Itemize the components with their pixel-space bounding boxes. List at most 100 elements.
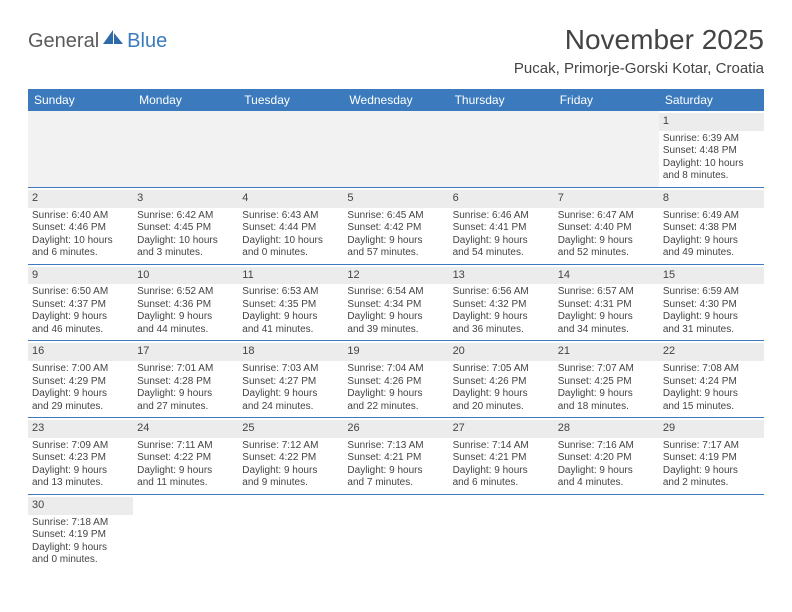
day1-text: Daylight: 9 hours [663,235,760,248]
weekday-header: Thursday [449,89,554,111]
day-number: 25 [238,420,343,438]
day-cell [133,111,238,187]
day1-text: Daylight: 9 hours [453,465,550,478]
day2-text: and 41 minutes. [242,324,339,337]
day1-text: Daylight: 9 hours [558,235,655,248]
day-cell: 1Sunrise: 6:39 AMSunset: 4:48 PMDaylight… [659,111,764,187]
day1-text: Daylight: 9 hours [137,311,234,324]
weekday-header: Friday [554,89,659,111]
day-cell: 28Sunrise: 7:16 AMSunset: 4:20 PMDayligh… [554,418,659,494]
sunset-text: Sunset: 4:22 PM [242,452,339,465]
week-row: 16Sunrise: 7:00 AMSunset: 4:29 PMDayligh… [28,341,764,418]
sunrise-text: Sunrise: 6:52 AM [137,286,234,299]
sunset-text: Sunset: 4:25 PM [558,376,655,389]
day-number: 30 [28,497,133,515]
day-number: 5 [343,190,448,208]
day-cell [343,111,448,187]
week-row: 2Sunrise: 6:40 AMSunset: 4:46 PMDaylight… [28,188,764,265]
day-cell: 26Sunrise: 7:13 AMSunset: 4:21 PMDayligh… [343,418,448,494]
day2-text: and 15 minutes. [663,401,760,414]
day-cell: 20Sunrise: 7:05 AMSunset: 4:26 PMDayligh… [449,341,554,417]
logo: General Blue [28,30,167,53]
day-cell [343,495,448,571]
day-cell: 16Sunrise: 7:00 AMSunset: 4:29 PMDayligh… [28,341,133,417]
day-number: 2 [28,190,133,208]
day1-text: Daylight: 9 hours [32,542,129,555]
sunrise-text: Sunrise: 7:01 AM [137,363,234,376]
weekday-header: Wednesday [343,89,448,111]
day-cell: 19Sunrise: 7:04 AMSunset: 4:26 PMDayligh… [343,341,448,417]
day-cell: 18Sunrise: 7:03 AMSunset: 4:27 PMDayligh… [238,341,343,417]
sunrise-text: Sunrise: 7:11 AM [137,440,234,453]
sunrise-text: Sunrise: 7:17 AM [663,440,760,453]
day-cell [133,495,238,571]
day-cell: 30Sunrise: 7:18 AMSunset: 4:19 PMDayligh… [28,495,133,571]
day-cell: 27Sunrise: 7:14 AMSunset: 4:21 PMDayligh… [449,418,554,494]
day2-text: and 2 minutes. [663,477,760,490]
sunrise-text: Sunrise: 6:43 AM [242,210,339,223]
sunset-text: Sunset: 4:36 PM [137,299,234,312]
day1-text: Daylight: 9 hours [242,311,339,324]
sunrise-text: Sunrise: 6:45 AM [347,210,444,223]
day-cell: 23Sunrise: 7:09 AMSunset: 4:23 PMDayligh… [28,418,133,494]
sunset-text: Sunset: 4:30 PM [663,299,760,312]
day1-text: Daylight: 9 hours [137,465,234,478]
sunrise-text: Sunrise: 7:05 AM [453,363,550,376]
day2-text: and 31 minutes. [663,324,760,337]
day-number: 27 [449,420,554,438]
sunset-text: Sunset: 4:28 PM [137,376,234,389]
sunrise-text: Sunrise: 7:03 AM [242,363,339,376]
calendar-page: General Blue November 2025 Pucak, Primor… [0,0,792,595]
sunrise-text: Sunrise: 6:57 AM [558,286,655,299]
day2-text: and 34 minutes. [558,324,655,337]
sunset-text: Sunset: 4:20 PM [558,452,655,465]
sunrise-text: Sunrise: 6:53 AM [242,286,339,299]
day1-text: Daylight: 9 hours [663,465,760,478]
logo-text-2: Blue [127,30,167,53]
day1-text: Daylight: 9 hours [558,465,655,478]
day1-text: Daylight: 9 hours [32,465,129,478]
day2-text: and 49 minutes. [663,247,760,260]
day2-text: and 52 minutes. [558,247,655,260]
day2-text: and 0 minutes. [32,554,129,567]
day-number: 26 [343,420,448,438]
day1-text: Daylight: 9 hours [347,235,444,248]
day-number: 17 [133,343,238,361]
sunrise-text: Sunrise: 7:09 AM [32,440,129,453]
day-cell: 2Sunrise: 6:40 AMSunset: 4:46 PMDaylight… [28,188,133,264]
location-text: Pucak, Primorje-Gorski Kotar, Croatia [514,60,764,77]
day-cell: 24Sunrise: 7:11 AMSunset: 4:22 PMDayligh… [133,418,238,494]
day1-text: Daylight: 9 hours [558,311,655,324]
sunset-text: Sunset: 4:19 PM [663,452,760,465]
day-number: 1 [659,113,764,131]
day-number: 13 [449,267,554,285]
day-cell [554,495,659,571]
sunrise-text: Sunrise: 6:40 AM [32,210,129,223]
day2-text: and 6 minutes. [32,247,129,260]
day-number: 29 [659,420,764,438]
title-block: November 2025 Pucak, Primorje-Gorski Kot… [514,24,764,77]
sunrise-text: Sunrise: 6:49 AM [663,210,760,223]
day-cell: 25Sunrise: 7:12 AMSunset: 4:22 PMDayligh… [238,418,343,494]
sunrise-text: Sunrise: 7:16 AM [558,440,655,453]
day-cell: 14Sunrise: 6:57 AMSunset: 4:31 PMDayligh… [554,265,659,341]
sail-icon [103,30,125,51]
day1-text: Daylight: 9 hours [453,311,550,324]
day1-text: Daylight: 9 hours [663,388,760,401]
day2-text: and 46 minutes. [32,324,129,337]
day2-text: and 20 minutes. [453,401,550,414]
day-cell: 10Sunrise: 6:52 AMSunset: 4:36 PMDayligh… [133,265,238,341]
day-number: 18 [238,343,343,361]
sunset-text: Sunset: 4:26 PM [347,376,444,389]
day-cell: 29 Sunrise: 7:17 AMSunset: 4:19 PMDayligh… [659,418,764,494]
weekday-header: Tuesday [238,89,343,111]
day-number: 14 [554,267,659,285]
day-number: 8 [659,190,764,208]
day2-text: and 54 minutes. [453,247,550,260]
sunset-text: Sunset: 4:42 PM [347,222,444,235]
sunset-text: Sunset: 4:26 PM [453,376,550,389]
sunrise-text: Sunrise: 6:42 AM [137,210,234,223]
day-cell [238,111,343,187]
day1-text: Daylight: 9 hours [453,388,550,401]
day-number: 21 [554,343,659,361]
